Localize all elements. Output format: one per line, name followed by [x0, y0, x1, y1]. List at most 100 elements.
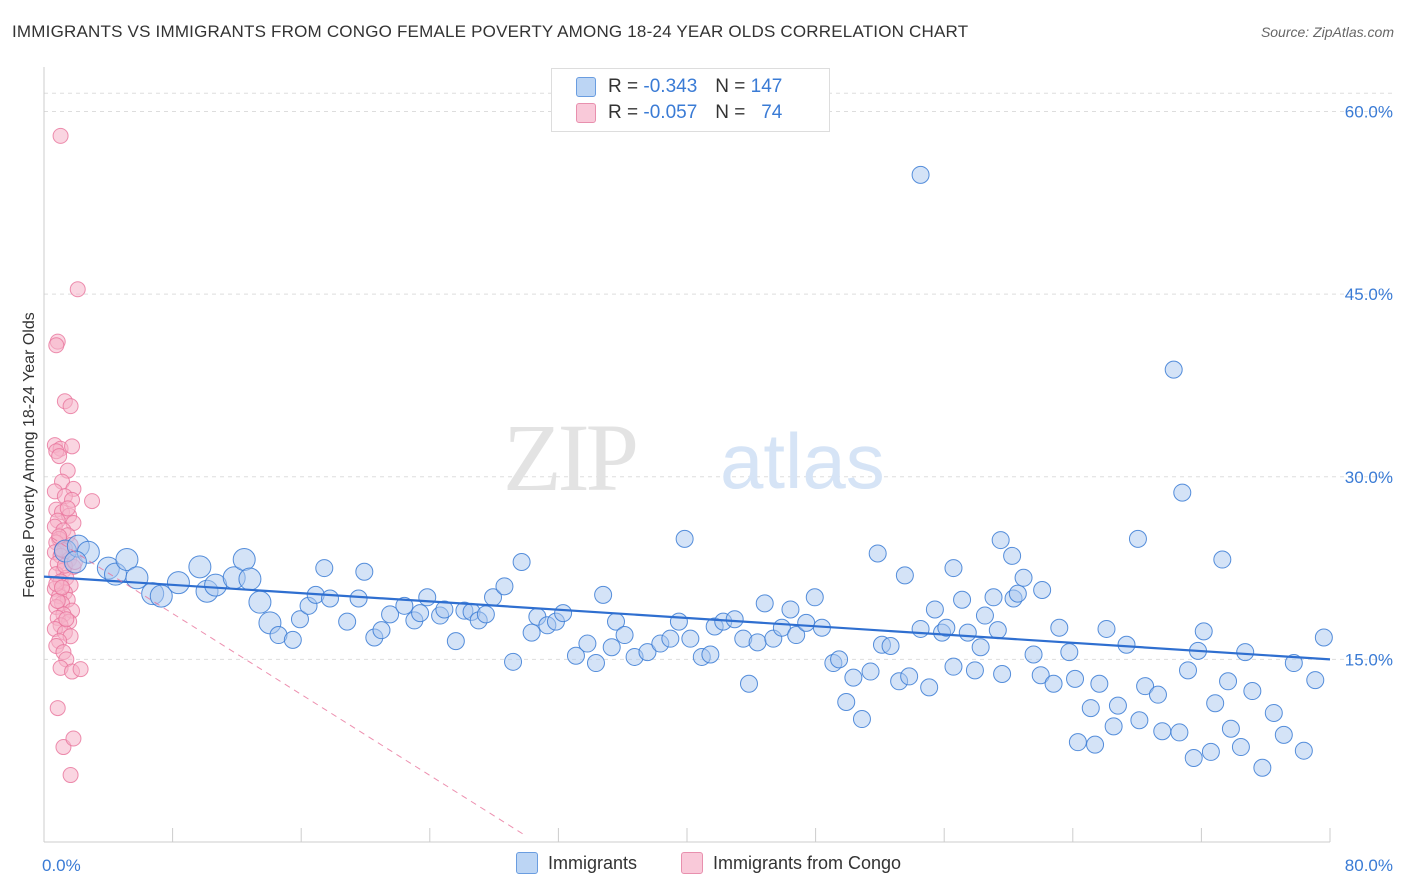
legend-r-value: -0.057 [643, 102, 698, 123]
immigrant-point [418, 588, 437, 607]
immigrant-point [900, 667, 919, 686]
y-axis-title: Female Poverty Among 18-24 Year Olds [21, 312, 38, 598]
immigrant-point [248, 590, 272, 614]
congo-point [84, 493, 101, 510]
immigrant-point [944, 657, 963, 676]
immigrant-point [1044, 674, 1063, 693]
immigrant-points [53, 165, 1333, 777]
immigrant-point [965, 661, 984, 680]
legend-row-immigrants: R = -0.343 N = 147 [576, 75, 782, 99]
immigrant-point [1003, 546, 1022, 565]
source-label: Source: ZipAtlas.com [1260, 24, 1394, 40]
immigrant-point [1173, 483, 1192, 502]
congo-point [64, 438, 81, 455]
immigrant-point [512, 552, 531, 571]
immigrant-point [1153, 722, 1172, 741]
immigrant-point [615, 626, 634, 645]
series-swatch-immigrants [516, 852, 538, 874]
immigrant-point [315, 559, 334, 578]
immigrant-point [1104, 717, 1123, 736]
immigrant-point [1243, 682, 1262, 701]
immigrant-point [681, 629, 700, 648]
immigrant-point [975, 606, 994, 625]
legend-swatch-immigrants [576, 77, 596, 97]
immigrant-point [446, 632, 465, 651]
immigrant-point [787, 626, 806, 645]
immigrant-point [381, 605, 400, 624]
immigrant-point [944, 559, 963, 578]
immigrant-point [1314, 628, 1333, 647]
immigrant-point [1066, 669, 1085, 688]
legend-r-label: R = [608, 76, 639, 97]
immigrant-point [1108, 696, 1127, 715]
congo-points [46, 127, 101, 784]
legend-n-label: N = [715, 102, 746, 123]
immigrant-point [830, 650, 849, 669]
immigrant-point [755, 594, 774, 613]
immigrant-point [602, 638, 621, 657]
immigrant-point [1148, 685, 1167, 704]
immigrant-point [861, 662, 880, 681]
congo-point [52, 127, 69, 144]
immigrant-point [1201, 742, 1220, 761]
x-tick-label: 0.0% [42, 856, 81, 875]
correlation-legend: R = -0.343 N = 147 R = -0.057 N = 74 [551, 68, 830, 132]
immigrant-point [1008, 584, 1027, 603]
immigrant-point [937, 618, 956, 637]
congo-point [65, 730, 82, 747]
immigrant-point [63, 550, 87, 574]
immigrant-point [1033, 580, 1052, 599]
immigrant-point [1219, 672, 1238, 691]
immigrant-point [920, 678, 939, 697]
immigrant-point [554, 604, 573, 623]
immigrant-point [661, 629, 680, 648]
congo-point [49, 700, 66, 717]
immigrant-point [1206, 694, 1225, 713]
immigrant-point [1060, 643, 1079, 662]
congo-point [72, 661, 89, 678]
immigrant-point [1128, 529, 1147, 548]
immigrant-point [495, 577, 514, 596]
immigrant-point [748, 633, 767, 652]
congo-point [49, 592, 66, 609]
immigrant-point [1164, 360, 1183, 379]
immigrant-point [1294, 741, 1313, 760]
series-swatch-congo [681, 852, 703, 874]
axes [43, 67, 1331, 843]
congo-point [59, 500, 76, 517]
series-label-immigrants: Immigrants [548, 852, 638, 873]
immigrant-point [1231, 738, 1250, 757]
congo-point [69, 281, 86, 298]
immigrant-point [1117, 635, 1136, 654]
immigrant-point [1050, 618, 1069, 637]
congo-point [51, 448, 68, 465]
x-tick-label: 80.0% [1345, 856, 1393, 875]
congo-point [48, 337, 65, 354]
legend-swatch-congo [576, 103, 596, 123]
immigrant-point [958, 623, 977, 642]
immigrant-point [837, 692, 856, 711]
immigrant-point [411, 604, 430, 623]
immigrant-point [701, 645, 720, 664]
immigrant-point [1213, 550, 1232, 569]
immigrant-point [1184, 748, 1203, 767]
immigrant-point [739, 674, 758, 693]
immigrant-point [1194, 622, 1213, 641]
series-legend-congo[interactable]: Immigrants from Congo [681, 852, 901, 874]
immigrant-point [372, 621, 391, 640]
immigrant-point [1306, 671, 1325, 690]
immigrant-point [993, 664, 1012, 683]
immigrant-point [1274, 725, 1293, 744]
immigrant-point [1086, 735, 1105, 754]
series-legend-immigrants[interactable]: Immigrants [516, 852, 637, 874]
y-tick-label: 60.0% [1345, 103, 1393, 122]
congo-point [54, 579, 71, 596]
immigrant-point [1264, 703, 1283, 722]
immigrant-point [797, 613, 816, 632]
immigrant-point [971, 638, 990, 657]
congo-trend-line [51, 537, 527, 837]
immigrant-point [868, 544, 887, 563]
legend-n-value: 147 [750, 76, 783, 97]
immigrant-point [852, 710, 871, 729]
immigrant-point [338, 612, 357, 631]
